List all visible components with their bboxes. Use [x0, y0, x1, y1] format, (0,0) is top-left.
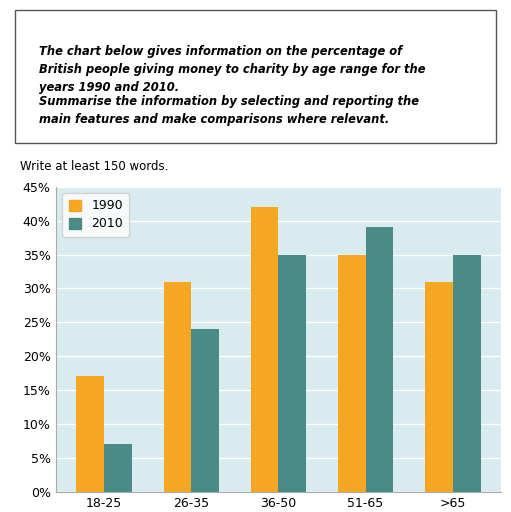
Bar — [192, 329, 219, 492]
Bar — [365, 227, 393, 492]
Bar — [425, 282, 453, 492]
Text: The chart below gives information on the percentage of
British people giving mon: The chart below gives information on the… — [39, 45, 426, 94]
Bar — [104, 444, 132, 492]
Legend: 1990, 2010: 1990, 2010 — [62, 193, 129, 237]
Bar — [338, 254, 365, 492]
Bar — [453, 254, 480, 492]
Bar — [164, 282, 192, 492]
Bar — [77, 376, 104, 492]
Bar — [278, 254, 307, 492]
FancyBboxPatch shape — [15, 10, 496, 143]
Text: Write at least 150 words.: Write at least 150 words. — [20, 160, 169, 173]
Text: Summarise the information by selecting and reporting the
main features and make : Summarise the information by selecting a… — [39, 95, 420, 126]
Bar — [250, 207, 278, 492]
